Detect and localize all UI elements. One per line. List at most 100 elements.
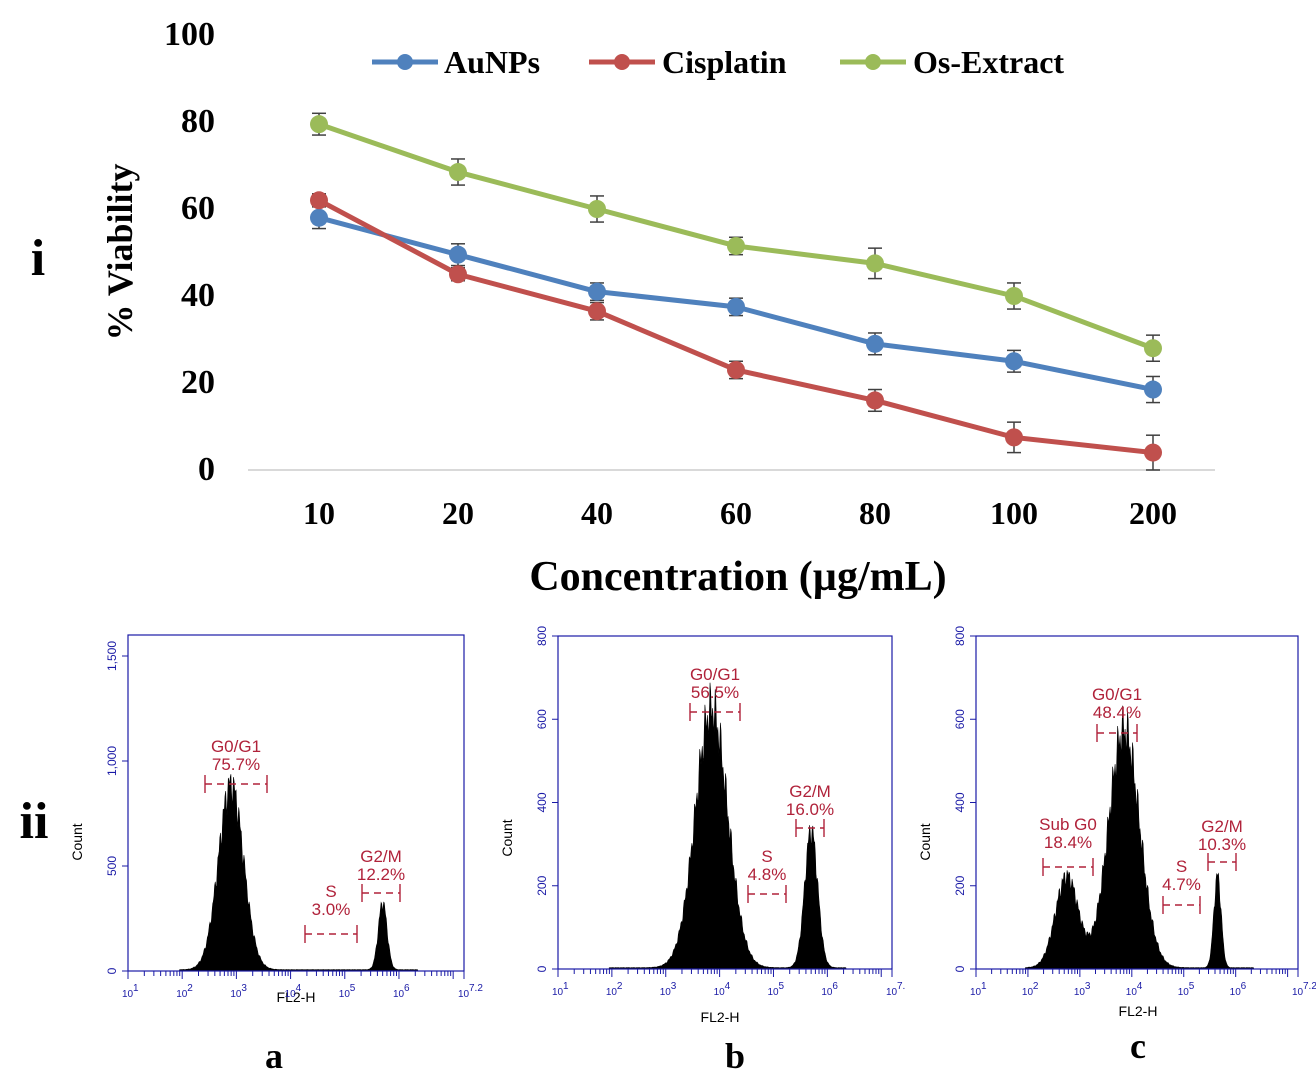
x-tick-label-base: 10: [458, 989, 470, 1000]
gate-name: G2/M: [360, 847, 402, 866]
x-tick-label-exponent: 4: [1137, 981, 1143, 992]
y-tick-label: 1,000: [105, 746, 119, 776]
hist-c-plot: 0200400600800101102103104105106107.2Sub …: [953, 626, 1316, 998]
x-tick-label-exponent: 2: [1033, 981, 1039, 992]
x-tick-label: 40: [581, 495, 613, 531]
x-tick-label-base: 10: [552, 987, 564, 998]
data-point-os-extract: [1005, 287, 1023, 305]
x-tick-label-exponent: 5: [1189, 981, 1195, 992]
subfigure-label-b: b: [725, 1036, 745, 1074]
y-tick-label: 800: [535, 626, 549, 646]
data-point-aunps: [866, 334, 884, 353]
y-tick-label: 80: [181, 103, 215, 140]
data-point-os-extract: [449, 163, 467, 182]
gate-name: G2/M: [789, 782, 831, 801]
y-tick-label: 0: [198, 451, 215, 488]
x-tick-label-base: 10: [1126, 987, 1138, 998]
hist-c-x-title: FL2-H: [1119, 1003, 1158, 1019]
histogram-b: Count FL2-H 0200400600800101102103104105…: [499, 626, 905, 1074]
x-tick-label-base: 10: [821, 987, 833, 998]
data-point-aunps: [449, 245, 467, 264]
x-tick-label-exponent: 5: [350, 983, 356, 994]
x-tick-label-exponent: 3: [1085, 981, 1091, 992]
x-tick-label-exponent: 1: [133, 983, 139, 994]
legend-label-cisplatin: Cisplatin: [662, 44, 787, 80]
y-tick-label: 600: [953, 709, 967, 729]
gate-name: S: [761, 847, 772, 866]
x-tick-label-base: 10: [339, 989, 351, 1000]
data-point-cisplatin: [727, 360, 745, 379]
x-tick-label-exponent: 3: [671, 981, 677, 992]
x-tick-label-base: 10: [1074, 987, 1086, 998]
gate-percent: 56.5%: [691, 683, 739, 702]
hist-b-y-title: Count: [499, 819, 515, 856]
x-tick-label-base: 10: [767, 987, 779, 998]
data-point-aunps: [1144, 380, 1162, 399]
y-tick-label: 400: [535, 792, 549, 812]
data-point-aunps: [310, 208, 328, 227]
x-tick-label-base: 10: [1230, 987, 1242, 998]
gate-name: G2/M: [1201, 817, 1243, 836]
x-tick-label-base: 10: [176, 989, 188, 1000]
gate-percent: 3.0%: [312, 900, 351, 919]
x-tick-label: 20: [442, 495, 474, 531]
x-tick-label-base: 10: [1022, 987, 1034, 998]
y-tick-label: 100: [164, 16, 215, 53]
y-tick-label: 20: [181, 364, 215, 401]
hist-a-plot: 05001,0001,500101102103104105106107.2G0/…: [105, 634, 483, 1000]
x-tick-label-base: 10: [970, 987, 982, 998]
gate-name: S: [1176, 857, 1187, 876]
data-point-os-extract: [866, 254, 884, 273]
hist-b-x-title: FL2-H: [701, 1009, 740, 1025]
subfigure-label-c: c: [1130, 1026, 1146, 1066]
data-point-os-extract: [1144, 339, 1162, 358]
x-tick-label-exponent: 1: [563, 981, 569, 992]
x-tick-label: 80: [859, 495, 891, 531]
legend-marker-aunps: [397, 54, 413, 70]
plot-area: [310, 112, 1162, 471]
x-axis-title: Concentration (µg/mL): [529, 554, 946, 600]
x-tick-label-exponent: 6: [832, 981, 838, 992]
x-tick-label-exponent: 7.: [897, 981, 905, 992]
gate-name: G0/G1: [211, 737, 261, 756]
data-point-aunps: [1005, 352, 1023, 371]
x-tick-label-base: 10: [393, 989, 405, 1000]
y-tick-label: 200: [953, 875, 967, 895]
panel-label-ii: ii: [20, 793, 49, 850]
histogram-fill: [608, 682, 847, 970]
x-tick-label-base: 10: [714, 987, 726, 998]
y-tick-label: 600: [535, 709, 549, 729]
x-tick-label: 100: [990, 495, 1038, 531]
y-tick-label: 0: [535, 965, 549, 972]
data-point-cisplatin: [310, 191, 328, 210]
hist-b-plot: 0200400600800101102103104105106107.G0/G1…: [535, 626, 905, 998]
x-tick-label-base: 10: [606, 987, 618, 998]
y-tick-label: 0: [953, 965, 967, 972]
x-tick-label-exponent: 7.2: [469, 983, 483, 994]
data-point-cisplatin: [1144, 443, 1162, 462]
hist-a-x-title: FL2-H: [277, 989, 316, 1005]
data-point-cisplatin: [588, 302, 606, 321]
x-tick-label-base: 10: [285, 989, 297, 1000]
legend-marker-os-extract: [865, 54, 881, 70]
data-point-os-extract: [727, 236, 745, 255]
gate-percent: 4.7%: [1162, 875, 1201, 894]
data-point-cisplatin: [866, 391, 884, 410]
x-tick-label: 200: [1129, 495, 1177, 531]
hist-c-y-title: Count: [917, 823, 933, 860]
x-tick-label: 10: [303, 495, 335, 531]
plot-frame: [127, 634, 465, 972]
histogram-fill: [179, 774, 419, 972]
histogram-a: Count FL2-H 05001,0001,50010110210310410…: [69, 634, 483, 1074]
x-tick-label-base: 10: [1292, 987, 1304, 998]
x-tick-label-exponent: 2: [617, 981, 623, 992]
gate-percent: 10.3%: [1198, 835, 1246, 854]
gate-percent: 75.7%: [212, 755, 260, 774]
y-tick-label: 0: [105, 967, 119, 974]
legend: AuNPs Cisplatin Os-Extract: [372, 44, 1064, 80]
x-tick-label-exponent: 1: [981, 981, 987, 992]
gate-percent: 4.8%: [748, 865, 787, 884]
y-tick-label: 40: [181, 277, 215, 314]
gate-name: S: [325, 882, 336, 901]
